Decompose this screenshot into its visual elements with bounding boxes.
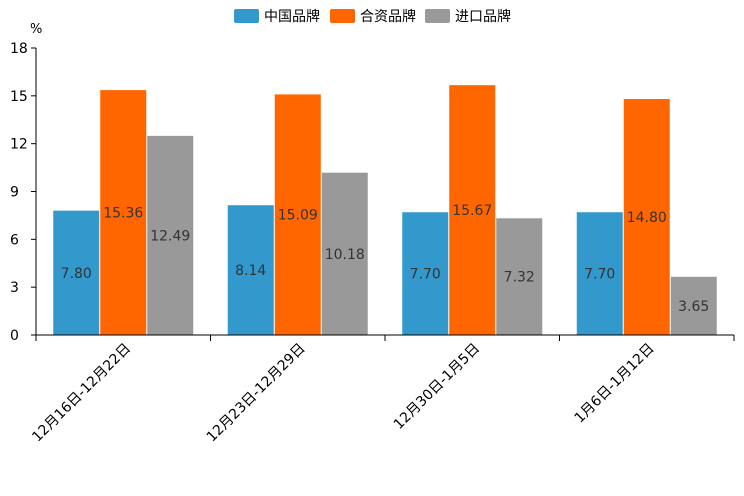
legend-label-1: 中国品牌 xyxy=(264,8,320,25)
bar-3-4 xyxy=(670,276,717,335)
bar-1-2 xyxy=(227,205,274,335)
bar-2-2 xyxy=(274,94,321,335)
y-tick-label: 9 xyxy=(10,185,19,201)
data-label-1-3: 7.70 xyxy=(410,267,441,283)
bar-2-1 xyxy=(100,90,147,336)
data-label-2-2: 15.09 xyxy=(278,208,318,224)
data-label-3-4: 3.65 xyxy=(678,299,709,315)
x-category-label-4: 1月6日-1月12日 xyxy=(572,341,658,427)
x-category-label-2: 12月23日-12月29日 xyxy=(204,341,309,446)
data-label-3-1: 12.49 xyxy=(150,228,190,244)
y-tick-label: 18 xyxy=(10,41,28,57)
y-tick-label: 3 xyxy=(10,280,19,296)
bar-3-3 xyxy=(496,218,543,335)
bar-3-2 xyxy=(321,172,368,335)
legend-swatch-3 xyxy=(425,9,450,23)
bar-3-1 xyxy=(147,135,194,335)
legend-label-2: 合资品牌 xyxy=(360,8,416,25)
legend-swatch-1 xyxy=(234,9,259,23)
legend: 中国品牌 合资品牌 进口品牌 xyxy=(234,8,511,25)
x-category-label-1: 12月16日-12月22日 xyxy=(29,341,134,446)
data-label-2-4: 14.80 xyxy=(627,210,667,226)
bar-1-4 xyxy=(576,212,623,335)
data-label-2-1: 15.36 xyxy=(103,206,143,222)
bars: 7.80 15.36 12.49 8.14 15.09 10.18 7.70 15.67 7.3… xyxy=(53,85,717,336)
y-axis: 0 3 6 9 12 15 18 xyxy=(10,41,37,344)
legend-label-3: 进口品牌 xyxy=(455,8,511,25)
data-label-1-1: 7.80 xyxy=(61,266,92,282)
data-label-1-4: 7.70 xyxy=(584,267,615,283)
bar-2-4 xyxy=(623,99,670,336)
y-tick-label: 15 xyxy=(10,89,28,105)
y-axis-unit-label: % xyxy=(30,22,42,37)
bar-1-3 xyxy=(402,212,449,335)
data-label-2-3: 15.67 xyxy=(452,203,492,219)
x-axis: 12月16日-12月22日 12月23日-12月29日 12月30日-1月5日 1月6… xyxy=(29,334,735,446)
bar-2-3 xyxy=(449,85,496,335)
legend-swatch-2 xyxy=(330,9,355,23)
x-category-label-3: 12月30日-1月5日 xyxy=(391,341,483,433)
data-label-3-3: 7.32 xyxy=(504,270,535,286)
y-tick-label: 0 xyxy=(10,328,19,344)
y-tick-label: 6 xyxy=(10,232,19,248)
y-tick-label: 12 xyxy=(10,137,28,153)
data-label-1-2: 8.14 xyxy=(235,263,266,279)
bar-1-1 xyxy=(53,210,100,335)
data-label-3-2: 10.18 xyxy=(325,247,365,263)
